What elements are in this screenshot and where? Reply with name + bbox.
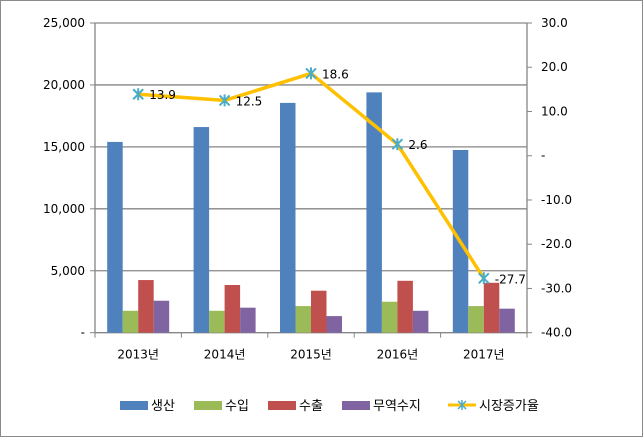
x-tick-label: 2014년	[204, 348, 246, 362]
bar-무역수지-2017년	[499, 308, 515, 333]
data-label: 2.6	[408, 138, 427, 152]
data-label: -27.7	[495, 272, 526, 286]
legend-label: 시장증가율	[479, 399, 539, 414]
line-marker	[305, 67, 317, 80]
line-시장증가율	[138, 71, 486, 280]
line-marker	[391, 138, 404, 151]
legend-label: 생산	[151, 399, 175, 414]
right-tick-label: -20.0	[541, 237, 572, 251]
line-marker	[132, 88, 144, 101]
bar-수출-2015년	[311, 290, 327, 333]
bar-수입-2016년	[381, 301, 398, 333]
bar-수출-2013년	[138, 280, 154, 333]
bar-수입-2013년	[122, 310, 139, 333]
left-tick-label: 25,000	[43, 16, 85, 30]
bar-생산-2015년	[280, 102, 296, 333]
bar-수입-2014년	[209, 310, 225, 333]
x-tick-label: 2016년	[377, 348, 419, 362]
legend-marker-icon	[457, 400, 467, 410]
bar-생산-2014년	[193, 127, 210, 333]
bar-수출-2017년	[483, 282, 500, 333]
right-tick-label: -40.0	[541, 326, 572, 340]
right-tick-label: -10.0	[541, 193, 572, 207]
x-tick-label: 2017년	[463, 348, 505, 362]
left-tick-label: 20,000	[43, 78, 85, 92]
left-tick-label: -	[81, 326, 85, 340]
legend-swatch-무역수지	[342, 401, 370, 410]
x-tick-label: 2015년	[290, 348, 332, 362]
bar-무역수지-2013년	[153, 300, 170, 333]
legend-label: 수출	[299, 399, 323, 414]
legend-swatch-수입	[194, 401, 222, 410]
legend-swatch-수출	[268, 401, 296, 410]
x-tick-label: 2013년	[117, 348, 159, 362]
bar-무역수지-2014년	[240, 307, 256, 333]
legend-label: 수입	[225, 399, 249, 414]
legend-swatch-생산	[120, 401, 148, 410]
bar-무역수지-2015년	[326, 316, 342, 333]
left-tick-label: 5,000	[51, 264, 85, 278]
bar-수출-2014년	[224, 285, 241, 333]
data-label: 12.5	[236, 94, 263, 108]
right-tick-label: 10.0	[541, 104, 568, 118]
bar-생산-2013년	[107, 141, 123, 333]
legend-label: 무역수지	[373, 399, 421, 414]
right-tick-label: 30.0	[541, 16, 568, 30]
right-tick-label: -30.0	[541, 281, 572, 295]
line-marker	[218, 94, 231, 107]
bar-수입-2017년	[468, 306, 484, 333]
bar-생산-2016년	[366, 92, 382, 333]
data-label: 13.9	[149, 88, 176, 102]
left-tick-label: 15,000	[43, 140, 85, 154]
left-tick-label: 10,000	[43, 202, 85, 216]
right-tick-label: 20.0	[541, 60, 568, 74]
data-label: 18.6	[322, 67, 349, 81]
bar-수입-2015년	[295, 306, 311, 333]
bar-수출-2016년	[397, 280, 413, 333]
right-tick-label: -	[541, 149, 545, 163]
bar-무역수지-2016년	[412, 310, 429, 333]
line-marker	[478, 272, 490, 285]
